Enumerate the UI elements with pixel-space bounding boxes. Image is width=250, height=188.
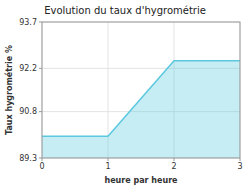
tick-label-y: 90.8 [19, 107, 37, 116]
plot-area [42, 61, 240, 158]
area-line [42, 61, 240, 137]
tick-y [39, 111, 42, 112]
plot-frame [42, 22, 240, 158]
tick-label-y: 92.2 [19, 64, 37, 73]
area-fill [42, 61, 240, 158]
chart-container: 89.3 90.8 92.2 93.7 0 1 2 3 Evolution du taux d'… [0, 0, 250, 188]
tick-label-x: 3 [237, 162, 242, 171]
tick-label-x: 2 [171, 162, 176, 171]
tick-label-y: 93.7 [19, 18, 37, 27]
tick-x [240, 158, 241, 161]
x-axis-label: heure par heure [104, 176, 178, 185]
tick-label-x: 1 [105, 162, 110, 171]
tick-label-x: 0 [39, 162, 44, 171]
title: Evolution du taux d'hygrométrie [44, 5, 206, 16]
tick-x [108, 158, 109, 161]
tick-label-y: 89.3 [19, 154, 37, 163]
y-axis-label: Taux hygrométrie % [4, 45, 14, 135]
tick-y [39, 68, 42, 69]
ticks: 89.3 90.8 92.2 93.7 0 1 2 3 [19, 18, 242, 172]
tick-y [39, 22, 42, 23]
tick-x [174, 158, 175, 161]
chart-svg: 89.3 90.8 92.2 93.7 0 1 2 3 Evolution du taux d'… [0, 0, 250, 188]
grid [42, 22, 240, 158]
tick-x [42, 158, 43, 161]
